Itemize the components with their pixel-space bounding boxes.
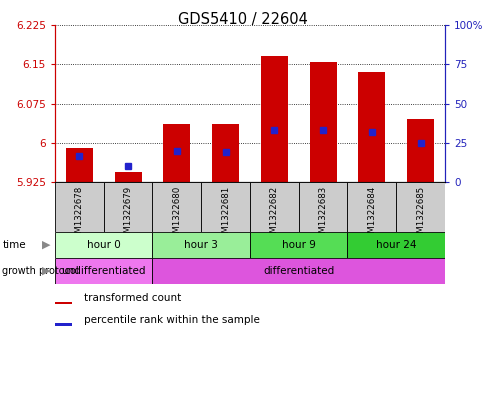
Text: GSM1322682: GSM1322682 [269, 185, 278, 244]
Text: growth protocol: growth protocol [2, 266, 79, 276]
Bar [163, 125, 190, 182]
Bar [152, 182, 201, 232]
Bar [104, 182, 152, 232]
Text: hour 9: hour 9 [281, 240, 315, 250]
Bar [55, 232, 152, 258]
Bar [201, 182, 249, 232]
Text: hour 0: hour 0 [87, 240, 121, 250]
Text: GSM1322685: GSM1322685 [415, 185, 424, 244]
Bar [260, 57, 287, 182]
Text: ▶: ▶ [42, 240, 50, 250]
Bar [298, 182, 347, 232]
Text: ▶: ▶ [42, 266, 50, 276]
Bar [212, 125, 239, 182]
Text: GSM1322679: GSM1322679 [123, 185, 132, 244]
Text: hour 24: hour 24 [375, 240, 416, 250]
Bar [55, 302, 72, 304]
Bar [249, 182, 298, 232]
Text: transformed count: transformed count [84, 293, 181, 303]
Bar [115, 171, 141, 182]
Bar [152, 232, 249, 258]
Bar [55, 323, 72, 326]
Bar [55, 182, 104, 232]
Bar [249, 232, 347, 258]
Bar [152, 258, 444, 284]
Text: undifferentiated: undifferentiated [61, 266, 146, 276]
Bar [347, 232, 444, 258]
Text: GSM1322680: GSM1322680 [172, 185, 181, 244]
Bar [358, 72, 384, 182]
Bar [347, 182, 395, 232]
Bar [309, 62, 336, 182]
Bar [66, 148, 92, 182]
Text: GDS5410 / 22604: GDS5410 / 22604 [177, 12, 307, 27]
Bar [407, 119, 433, 182]
Bar [395, 182, 444, 232]
Text: time: time [2, 240, 26, 250]
Text: GSM1322683: GSM1322683 [318, 185, 327, 244]
Text: GSM1322684: GSM1322684 [366, 185, 376, 244]
Text: GSM1322681: GSM1322681 [221, 185, 229, 244]
Bar [55, 258, 152, 284]
Text: differentiated: differentiated [263, 266, 333, 276]
Text: percentile rank within the sample: percentile rank within the sample [84, 315, 259, 325]
Text: hour 3: hour 3 [184, 240, 218, 250]
Text: GSM1322678: GSM1322678 [75, 185, 84, 244]
